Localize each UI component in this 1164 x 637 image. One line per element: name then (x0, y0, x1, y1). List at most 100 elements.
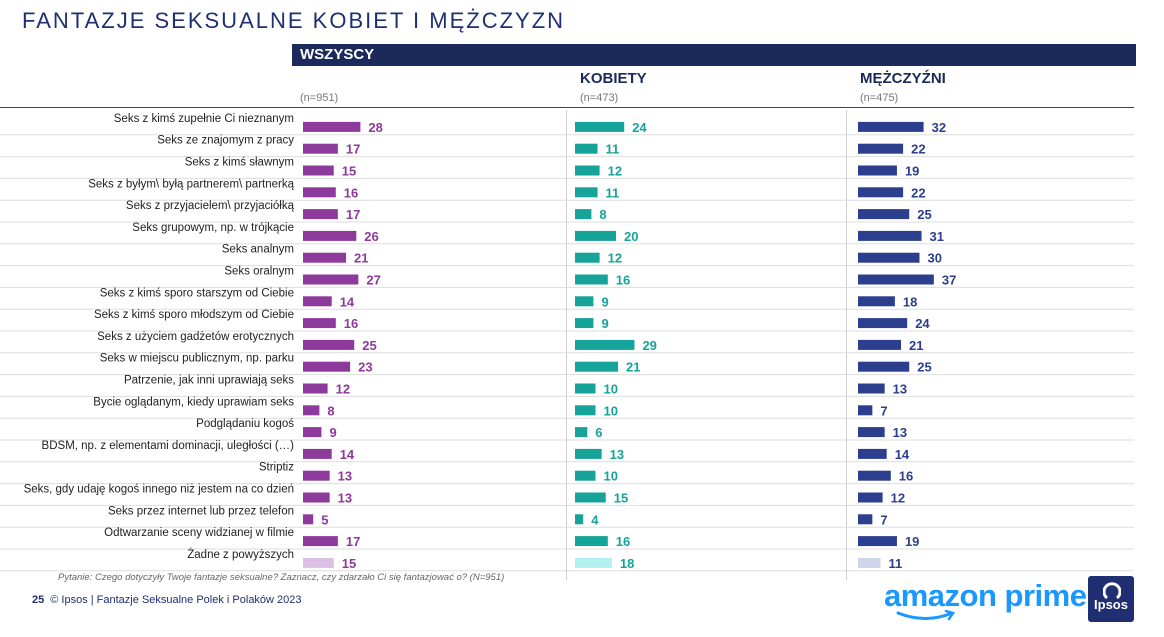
category-label: Żadne z powyższych (187, 548, 294, 561)
bar (858, 536, 897, 547)
bar (575, 470, 596, 481)
category-label: Seks analnym (222, 244, 294, 256)
bar (575, 339, 635, 350)
data-label: 17 (346, 207, 360, 222)
category-label: Seks z kimś sławnym (185, 157, 294, 169)
data-label: 13 (893, 425, 907, 440)
data-label: 13 (893, 382, 907, 397)
category-label: Seks z użyciem gadżetów erotycznych (97, 331, 294, 343)
bar (858, 448, 887, 459)
bar (858, 121, 924, 132)
data-label: 12 (608, 251, 622, 266)
data-label: 14 (340, 294, 355, 309)
sample-size-women: (n=473) (580, 92, 619, 104)
bar (303, 514, 314, 525)
footer: 25 © Ipsos | Fantazje Seksualne Polek i P… (32, 594, 302, 606)
bar (858, 252, 920, 263)
bar (303, 383, 328, 394)
bar (858, 339, 902, 350)
page-title: FANTAZJE SEKSUALNE KOBIET I MĘŻCZYZN (22, 8, 566, 33)
data-label: 26 (364, 229, 378, 244)
category-label: Seks oralnym (224, 266, 294, 278)
data-label: 20 (624, 229, 638, 244)
sample-size-men: (n=475) (860, 92, 899, 104)
bar (575, 318, 594, 329)
bar (303, 230, 357, 241)
bar (303, 427, 322, 438)
data-label: 37 (942, 273, 956, 288)
category-label: Seks w miejscu publicznym, np. parku (100, 353, 294, 365)
bar (575, 557, 612, 568)
data-label: 22 (911, 185, 925, 200)
bar (303, 318, 336, 329)
category-label: Seks grupowym, np. w trójkącie (132, 222, 294, 234)
bar (303, 492, 330, 503)
bar (575, 121, 625, 132)
data-label: 9 (329, 425, 336, 440)
bar (575, 209, 592, 220)
data-label: 15 (342, 164, 356, 179)
data-label: 9 (601, 316, 608, 331)
bar (303, 536, 338, 547)
bar (303, 296, 332, 307)
category-label: Podglądaniu kogoś (196, 418, 294, 430)
data-label: 17 (346, 534, 360, 549)
bar (858, 143, 904, 154)
bar (858, 296, 895, 307)
bar (575, 230, 616, 241)
column-separator (566, 110, 567, 580)
data-label: 15 (342, 556, 356, 571)
data-label: 31 (930, 229, 944, 244)
column-header-men: MĘŻCZYŹNI (860, 70, 946, 87)
data-label: 27 (366, 273, 380, 288)
data-label: 12 (608, 164, 622, 179)
bar (858, 361, 910, 372)
data-label: 10 (604, 403, 618, 418)
data-label: 14 (340, 447, 355, 462)
category-label: Seks z przyjacielem\ przyjaciółką (126, 200, 295, 212)
bar (858, 470, 891, 481)
group-band: WSZYSCY (292, 44, 1136, 66)
data-label: 12 (891, 491, 905, 506)
data-label: 30 (928, 251, 942, 266)
data-label: 16 (344, 185, 358, 200)
category-label: Seks, gdy udaję kogoś innego niż jestem … (24, 484, 294, 496)
bar (303, 557, 334, 568)
data-label: 8 (327, 403, 334, 418)
data-label: 13 (610, 447, 624, 462)
bar (575, 448, 602, 459)
amazon-smile-icon (896, 610, 955, 621)
data-label: 11 (889, 556, 903, 571)
data-label: 8 (599, 207, 606, 222)
data-label: 4 (591, 512, 599, 527)
bar (303, 361, 351, 372)
bar (303, 252, 347, 263)
bar (575, 165, 600, 176)
data-label: 21 (626, 360, 640, 375)
category-label: Odtwarzanie sceny widzianej w filmie (104, 527, 294, 539)
bar (858, 230, 922, 241)
bar (858, 514, 873, 525)
data-label: 5 (321, 512, 328, 527)
data-label: 32 (932, 120, 946, 135)
data-label: 14 (895, 447, 910, 462)
data-label: 28 (368, 120, 382, 135)
column-header-women: KOBIETY (580, 70, 647, 87)
data-label: 25 (917, 207, 931, 222)
category-label: Seks z kimś sporo starszym od Ciebie (100, 287, 294, 299)
data-label: 21 (909, 338, 923, 353)
bar (858, 318, 908, 329)
category-label: Seks przez internet lub przez telefon (108, 505, 294, 517)
bar-chart: Seks z kimś zupełnie Ci nieznanym 28 24 32 S… (0, 113, 1134, 572)
data-label: 13 (338, 491, 352, 506)
data-label: 23 (358, 360, 372, 375)
category-label: Seks z kimś zupełnie Ci nieznanym (114, 113, 294, 125)
bar (303, 143, 338, 154)
data-label: 16 (616, 273, 630, 288)
data-label: 10 (604, 382, 618, 397)
bar (858, 427, 885, 438)
data-label: 25 (362, 338, 376, 353)
data-label: 18 (903, 294, 917, 309)
column-separator (846, 110, 847, 580)
data-label: 16 (344, 316, 358, 331)
